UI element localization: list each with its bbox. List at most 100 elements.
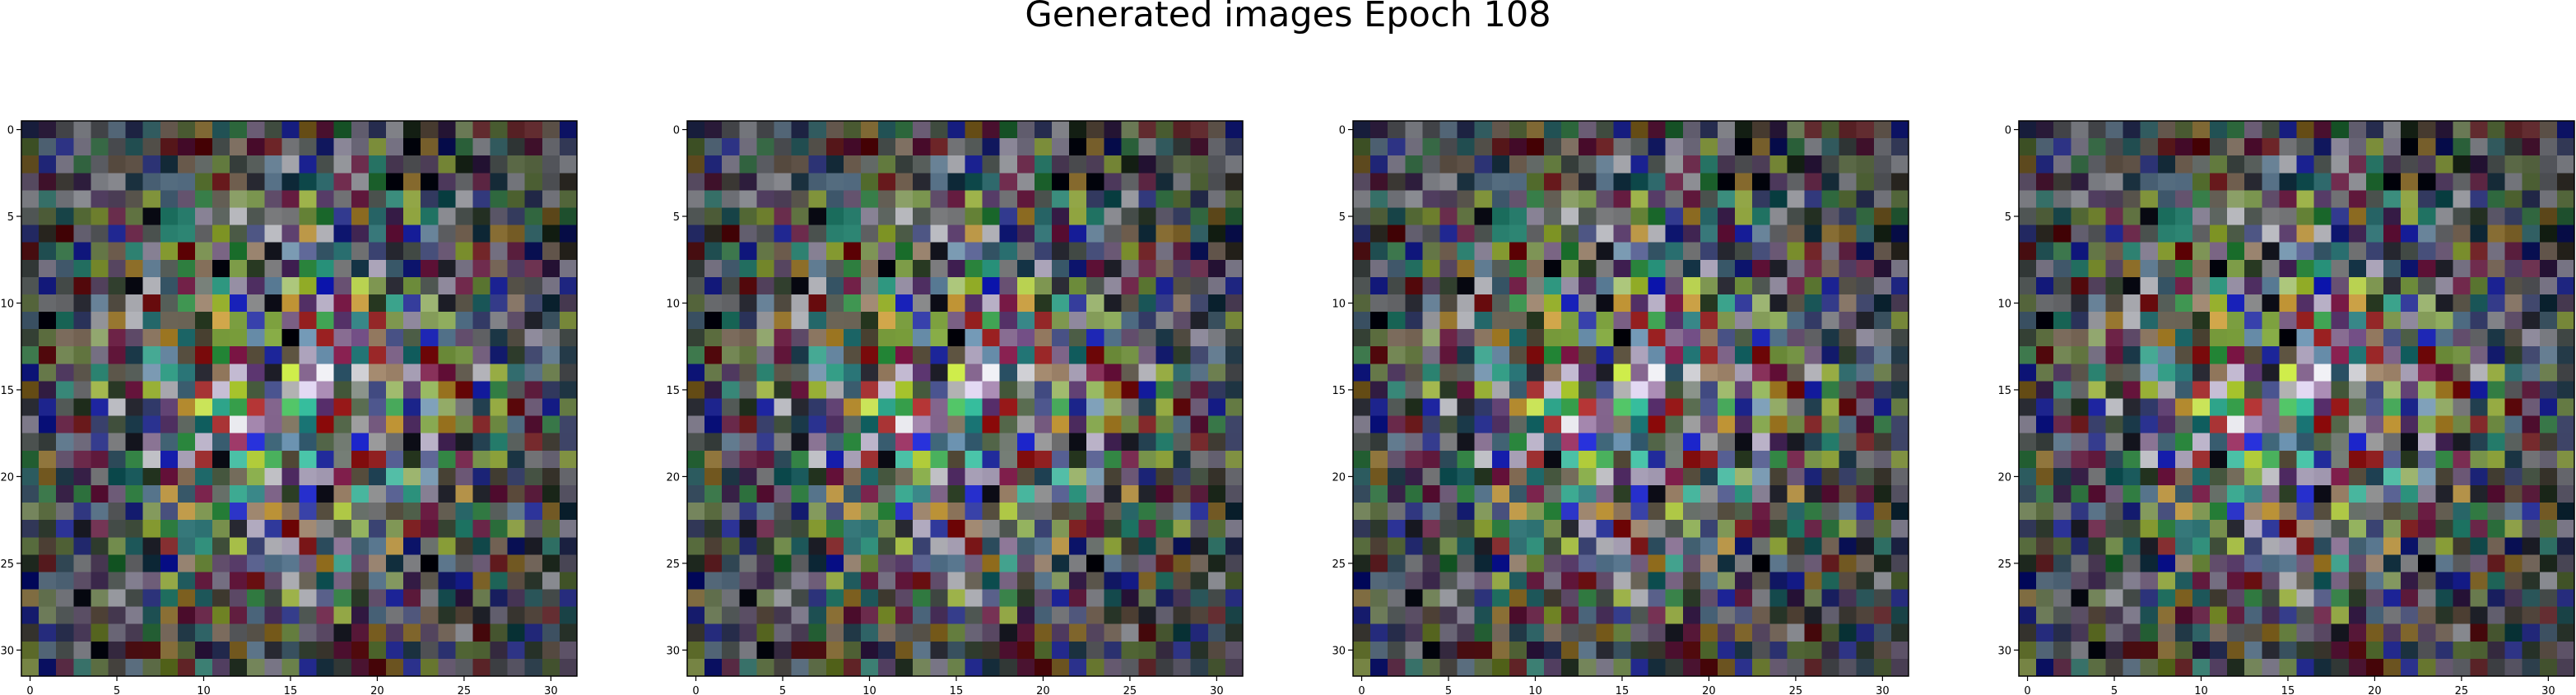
pixel bbox=[1821, 467, 1840, 486]
pixel bbox=[125, 537, 144, 555]
pixel bbox=[860, 225, 879, 243]
pixel bbox=[1856, 520, 1875, 538]
pixel bbox=[687, 364, 705, 382]
pixel bbox=[2140, 364, 2159, 382]
pixel bbox=[791, 658, 810, 677]
pixel bbox=[368, 433, 387, 452]
pixel bbox=[808, 484, 827, 503]
pixel bbox=[808, 190, 827, 208]
pixel bbox=[2123, 155, 2141, 174]
pixel bbox=[559, 503, 578, 521]
pixel bbox=[368, 623, 387, 642]
pixel bbox=[774, 121, 792, 139]
pixel bbox=[2279, 641, 2297, 660]
pixel bbox=[1016, 173, 1035, 191]
pixel bbox=[2053, 259, 2071, 278]
pixel bbox=[1474, 520, 1493, 538]
y-tick-label: 0 bbox=[2005, 125, 2011, 137]
pixel bbox=[2504, 467, 2523, 486]
pixel bbox=[39, 623, 57, 642]
pixel bbox=[351, 346, 370, 364]
pixel bbox=[542, 190, 560, 208]
pixel bbox=[843, 207, 862, 225]
pixel bbox=[1665, 503, 1684, 521]
pixel bbox=[1353, 606, 1371, 625]
pixel bbox=[1388, 484, 1406, 503]
pixel bbox=[160, 606, 179, 625]
pixel bbox=[177, 190, 196, 208]
pixel bbox=[1717, 606, 1736, 625]
pixel bbox=[2088, 433, 2106, 452]
pixel bbox=[999, 641, 1018, 660]
pixel bbox=[2019, 641, 2037, 660]
pixel bbox=[913, 276, 931, 295]
pixel bbox=[1457, 641, 1476, 660]
pixel bbox=[1561, 155, 1579, 174]
pixel bbox=[281, 381, 300, 399]
pixel bbox=[2192, 329, 2211, 347]
pixel bbox=[2174, 294, 2193, 313]
pixel bbox=[421, 329, 439, 347]
pixel bbox=[2435, 398, 2453, 416]
pixel bbox=[791, 225, 810, 243]
pixel bbox=[2365, 606, 2384, 625]
pixel bbox=[2383, 572, 2402, 590]
pixel bbox=[1086, 173, 1104, 191]
pixel bbox=[1856, 537, 1875, 555]
pixel bbox=[895, 259, 914, 278]
pixel bbox=[1388, 381, 1406, 399]
pixel bbox=[2539, 207, 2558, 225]
pixel bbox=[1890, 572, 1909, 590]
pixel bbox=[1190, 364, 1209, 382]
y-tick-label: 0 bbox=[673, 125, 680, 137]
pixel bbox=[333, 658, 352, 677]
pixel bbox=[756, 398, 774, 416]
pixel bbox=[91, 329, 109, 347]
pixel bbox=[230, 207, 248, 225]
pixel bbox=[1526, 658, 1545, 677]
pixel bbox=[542, 503, 560, 521]
pixel bbox=[1207, 484, 1226, 503]
pixel bbox=[403, 312, 421, 330]
pixel bbox=[947, 346, 965, 364]
pixel bbox=[1735, 121, 1753, 139]
pixel bbox=[2279, 312, 2297, 330]
pixel bbox=[2227, 364, 2245, 382]
pixel bbox=[999, 207, 1018, 225]
pixel bbox=[2174, 190, 2193, 208]
x-tick-label: 20 bbox=[2368, 685, 2382, 695]
pixel bbox=[194, 503, 213, 521]
pixel bbox=[1104, 537, 1122, 555]
pixel bbox=[1544, 450, 1562, 469]
pixel bbox=[142, 242, 161, 261]
pixel bbox=[472, 381, 491, 399]
pixel bbox=[2123, 606, 2141, 625]
pixel bbox=[843, 606, 862, 625]
pixel bbox=[1370, 121, 1388, 139]
pixel bbox=[2401, 312, 2419, 330]
pixel bbox=[1700, 520, 1718, 538]
pixel bbox=[385, 173, 404, 191]
pixel bbox=[1388, 520, 1406, 538]
pixel bbox=[421, 121, 439, 139]
pixel bbox=[913, 606, 931, 625]
pixel bbox=[230, 398, 248, 416]
pixel bbox=[704, 572, 723, 590]
pixel bbox=[1804, 484, 1822, 503]
pixel bbox=[1787, 467, 1805, 486]
pixel bbox=[559, 641, 578, 660]
pixel bbox=[1422, 381, 1440, 399]
pixel bbox=[2123, 364, 2141, 382]
pixel bbox=[1787, 207, 1805, 225]
pixel bbox=[542, 381, 560, 399]
pixel bbox=[1700, 225, 1718, 243]
pixel bbox=[1700, 312, 1718, 330]
pixel bbox=[1405, 503, 1423, 521]
pixel bbox=[2053, 537, 2071, 555]
pixel bbox=[1682, 484, 1701, 503]
pixel bbox=[2053, 467, 2071, 486]
pixel bbox=[21, 467, 40, 486]
pixel bbox=[21, 658, 40, 677]
pixel bbox=[299, 589, 317, 608]
